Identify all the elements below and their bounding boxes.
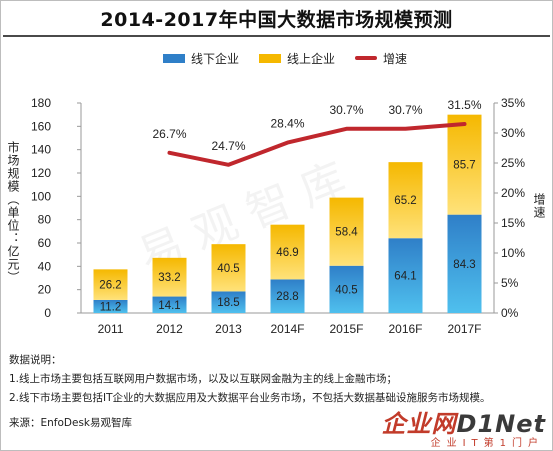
bar-online [270, 224, 305, 280]
growth-label: 31.5% [447, 98, 481, 112]
legend-item-offline: 线下企业 [163, 50, 239, 67]
left-tick-label: 60 [38, 236, 52, 250]
notes-heading: 数据说明： [9, 354, 62, 366]
legend-swatch-growth [355, 56, 378, 60]
legend-label-growth: 增速 [383, 51, 408, 66]
data-label-online: 26.2 [99, 280, 121, 292]
data-label-offline: 11.2 [100, 301, 122, 313]
growth-label: 24.7% [211, 139, 245, 153]
legend-label-offline: 线下企业 [191, 51, 240, 66]
data-label-online: 46.9 [276, 247, 298, 259]
data-label-offline: 40.5 [335, 284, 357, 296]
left-tick-label: 120 [31, 166, 51, 180]
x-tick-label: 2014F [270, 322, 304, 336]
bar-offline [93, 299, 128, 313]
left-tick-label: 20 [38, 283, 52, 297]
brand-name-part1: 企业网 [381, 410, 457, 438]
bar-offline [447, 214, 482, 313]
left-tick-label: 160 [31, 119, 51, 133]
right-tick-label: 15% [501, 216, 525, 230]
right-tick-label: 5% [501, 276, 519, 290]
left-tick-label: 80 [38, 213, 52, 227]
brand-slogan: 企业IT第1门户 [430, 438, 544, 449]
bar-offline [211, 291, 246, 313]
left-tick-label: 100 [31, 189, 51, 203]
left-tick-label: 40 [38, 259, 52, 273]
bar-online [447, 114, 482, 215]
data-notes: 数据说明： 1.线上市场主要包括互联网用户数据市场，以及以互联网金融为主的线上金… [9, 351, 549, 408]
chart-plot: 0 20 40 60 80 100 120 140 160 180 0% 5% 10% 15% 20% 25%… [31, 96, 525, 336]
right-tick-label: 35% [501, 96, 525, 110]
growth-line [167, 122, 467, 167]
chart-legend: 线下企业 线上企业 增速 [163, 49, 427, 67]
x-tick-label: 2013 [215, 322, 242, 336]
x-tick-label: 2012 [156, 322, 183, 336]
bar-online [93, 269, 128, 300]
x-tick-label: 2016F [388, 322, 422, 336]
right-tick-label: 20% [501, 186, 525, 200]
bar-offline [329, 265, 364, 313]
data-label-online: 33.2 [158, 272, 180, 284]
right-tick-label: 30% [501, 126, 525, 140]
data-label-online: 58.4 [335, 227, 358, 239]
bar-online [329, 197, 364, 266]
left-tick-label: 180 [31, 96, 51, 110]
growth-label: 28.4% [270, 117, 304, 131]
legend-item-growth: 增速 [355, 50, 407, 67]
bar-online [388, 162, 423, 239]
legend-swatch-online [259, 53, 282, 63]
data-label-offline: 84.3 [453, 259, 475, 271]
left-tick-label: 0 [44, 306, 51, 320]
right-tick-label: 0% [501, 306, 519, 320]
bar-online [211, 244, 246, 292]
legend-swatch-offline [163, 53, 185, 63]
data-label-offline: 64.1 [394, 271, 416, 283]
source-note: 来源：EnfoDesk易观智库 [9, 417, 133, 429]
chart-title: 2014-2017年中国大数据市场规模预测 [100, 9, 453, 31]
data-label-offline: 28.8 [276, 291, 298, 303]
right-tick-label: 10% [501, 246, 525, 260]
bar-offline [152, 296, 187, 313]
x-tick-label: 2011 [98, 322, 124, 336]
left-tick-label: 140 [31, 143, 51, 157]
data-label-online: 40.5 [217, 263, 239, 275]
growth-label: 26.7% [152, 127, 186, 141]
legend-label-online: 线上企业 [287, 51, 336, 66]
right-axis-title: 增速 [532, 193, 546, 219]
brand-logo: 企业网D1Net 企业IT第1门户 [380, 404, 548, 449]
bar-offline [388, 238, 423, 313]
bar-offline [270, 279, 305, 313]
data-label-offline: 14.1 [158, 300, 180, 312]
legend-item-online: 线上企业 [259, 50, 335, 67]
notes-line-1: 1.线上市场主要包括互联网用户数据市场，以及以互联网金融为主的线上金融市场； [9, 373, 398, 385]
right-tick-label: 25% [501, 156, 525, 170]
data-label-online: 85.7 [453, 160, 475, 172]
data-label-offline: 18.5 [217, 297, 239, 309]
notes-line-2: 2.线下市场主要包括IT企业的大数据应用及大数据平台业务市场，不包括大数据基础设… [9, 392, 491, 404]
brand-name: 企业网D1Net [382, 404, 546, 439]
growth-label: 30.7% [388, 103, 422, 117]
x-tick-label: 2017F [447, 322, 481, 336]
data-label-online: 65.2 [394, 195, 416, 207]
growth-label: 30.7% [329, 103, 363, 117]
title-divider [3, 35, 550, 37]
brand-name-part2: D1Net [456, 410, 546, 438]
bar-online [152, 257, 187, 297]
x-tick-label: 2015F [329, 322, 363, 336]
left-axis-title: 市场规模（单位：亿元） [6, 141, 20, 284]
